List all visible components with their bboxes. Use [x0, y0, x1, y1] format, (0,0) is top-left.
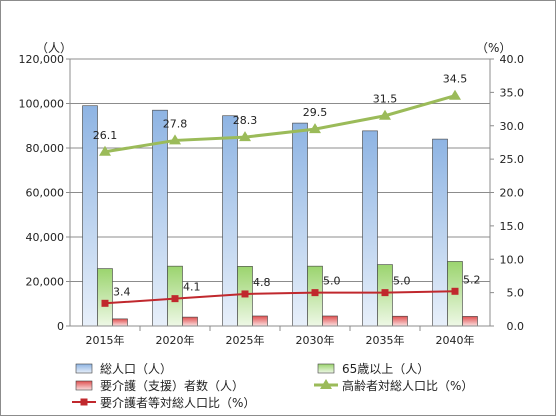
legend-label-0: 総人口（人） — [100, 362, 172, 376]
x-tick-label: 2030年 — [296, 333, 335, 347]
care-ratio-label-4: 5.0 — [393, 275, 411, 288]
legend-label-3: 高齢者対総人口比（%） — [342, 378, 473, 393]
legend: 総人口（人） 65歳以上（人） 要介護（支援）者数（人） 高齢者対総人口比（%） 要介護… — [72, 362, 473, 410]
y-right-tick-label: 30.0 — [500, 120, 525, 133]
y-right-tick-label: 5.0 — [507, 287, 525, 300]
elderly-ratio-label-4: 31.5 — [373, 93, 398, 106]
elderly-ratio-label-0: 26.1 — [93, 129, 118, 142]
y-left-tick-label: 80,000 — [26, 142, 65, 155]
y-left-tick-label: 100,000 — [19, 98, 65, 111]
bar-care-required-3 — [322, 315, 338, 327]
y-left-tick-label: 60,000 — [26, 187, 65, 200]
y-left-tick-label: 40,000 — [26, 231, 65, 244]
bar-care-required-4 — [392, 315, 408, 327]
care-ratio-marker-5 — [451, 287, 459, 295]
x-tick-label: 2025年 — [226, 333, 265, 347]
care-ratio-marker-3 — [311, 289, 319, 297]
care-ratio-label-2: 4.8 — [253, 276, 271, 289]
y-left-tick-label: 120,000 — [19, 53, 65, 66]
legend-swatch-2 — [75, 380, 93, 391]
legend-marker-3 — [320, 379, 332, 389]
right-axis-unit: （%） — [476, 41, 511, 55]
y-left-tick-label: 20,000 — [26, 276, 65, 289]
elderly-ratio-marker-4 — [379, 109, 391, 120]
gridlines — [70, 58, 490, 327]
axes: 0 20,000 40,000 60,000 80,000 100,000 120,000 0… — [19, 53, 525, 347]
legend-swatch-1 — [317, 363, 335, 374]
elderly-ratio-marker-1 — [169, 134, 181, 145]
elderly-ratio-marker-2 — [239, 131, 251, 142]
elderly-ratio-label-2: 28.3 — [233, 114, 258, 127]
bars — [82, 105, 478, 327]
elderly-ratio-marker-5 — [449, 89, 461, 100]
legend-marker-4 — [80, 398, 88, 406]
care-ratio-line — [104, 290, 456, 305]
bar-care-required-2 — [252, 315, 268, 327]
bar-care-required-1 — [182, 316, 198, 327]
elderly-ratio-label-3: 29.5 — [303, 106, 328, 119]
bar-total-population-5 — [432, 138, 448, 327]
elderly-ratio-marker-3 — [309, 123, 321, 134]
y-right-tick-label: 40.0 — [500, 53, 525, 66]
bar-total-population-3 — [292, 122, 308, 327]
lines: 26.1 27.8 28.3 29.5 31.5 34.5 3.4 4.1 4.8 5.0 5.0 5… — [93, 73, 481, 307]
x-tick-label: 2015年 — [86, 333, 125, 347]
elderly-ratio-marker-0 — [99, 145, 111, 156]
care-ratio-marker-0 — [101, 299, 109, 307]
y-right-tick-label: 15.0 — [500, 220, 525, 233]
legend-swatch-0 — [75, 363, 93, 374]
x-tick-label: 2020年 — [156, 333, 195, 347]
bar-elderly-65plus-0 — [97, 268, 113, 327]
care-ratio-marker-2 — [241, 290, 249, 298]
care-ratio-marker-1 — [171, 295, 179, 303]
care-ratio-label-1: 4.1 — [183, 281, 201, 294]
y-right-tick-label: 35.0 — [500, 86, 525, 99]
elderly-ratio-line — [104, 94, 456, 154]
y-right-tick-label: 0.0 — [507, 320, 525, 333]
legend-label-2: 要介護（支援）者数（人） — [100, 378, 244, 393]
care-ratio-label-0: 3.4 — [113, 285, 131, 298]
legend-label-4: 要介護者等対総人口比（%） — [100, 395, 255, 410]
left-axis-unit: （人） — [36, 41, 72, 55]
bar-total-population-4 — [362, 130, 378, 327]
bar-care-required-5 — [462, 316, 478, 327]
care-ratio-marker-4 — [381, 289, 389, 297]
y-left-tick-label: 0 — [57, 320, 64, 333]
elderly-ratio-label-1: 27.8 — [163, 117, 188, 130]
care-ratio-label-5: 5.2 — [463, 273, 481, 286]
y-right-tick-label: 25.0 — [500, 153, 525, 166]
y-right-tick-label: 20.0 — [500, 187, 525, 200]
legend-label-1: 65歳以上（人） — [342, 362, 429, 376]
bar-care-required-0 — [112, 318, 128, 327]
elderly-ratio-label-5: 34.5 — [443, 73, 468, 86]
x-tick-label: 2040年 — [436, 333, 475, 347]
x-tick-label: 2035年 — [366, 333, 405, 347]
y-right-tick-label: 10.0 — [500, 253, 525, 266]
care-ratio-label-3: 5.0 — [323, 275, 341, 288]
